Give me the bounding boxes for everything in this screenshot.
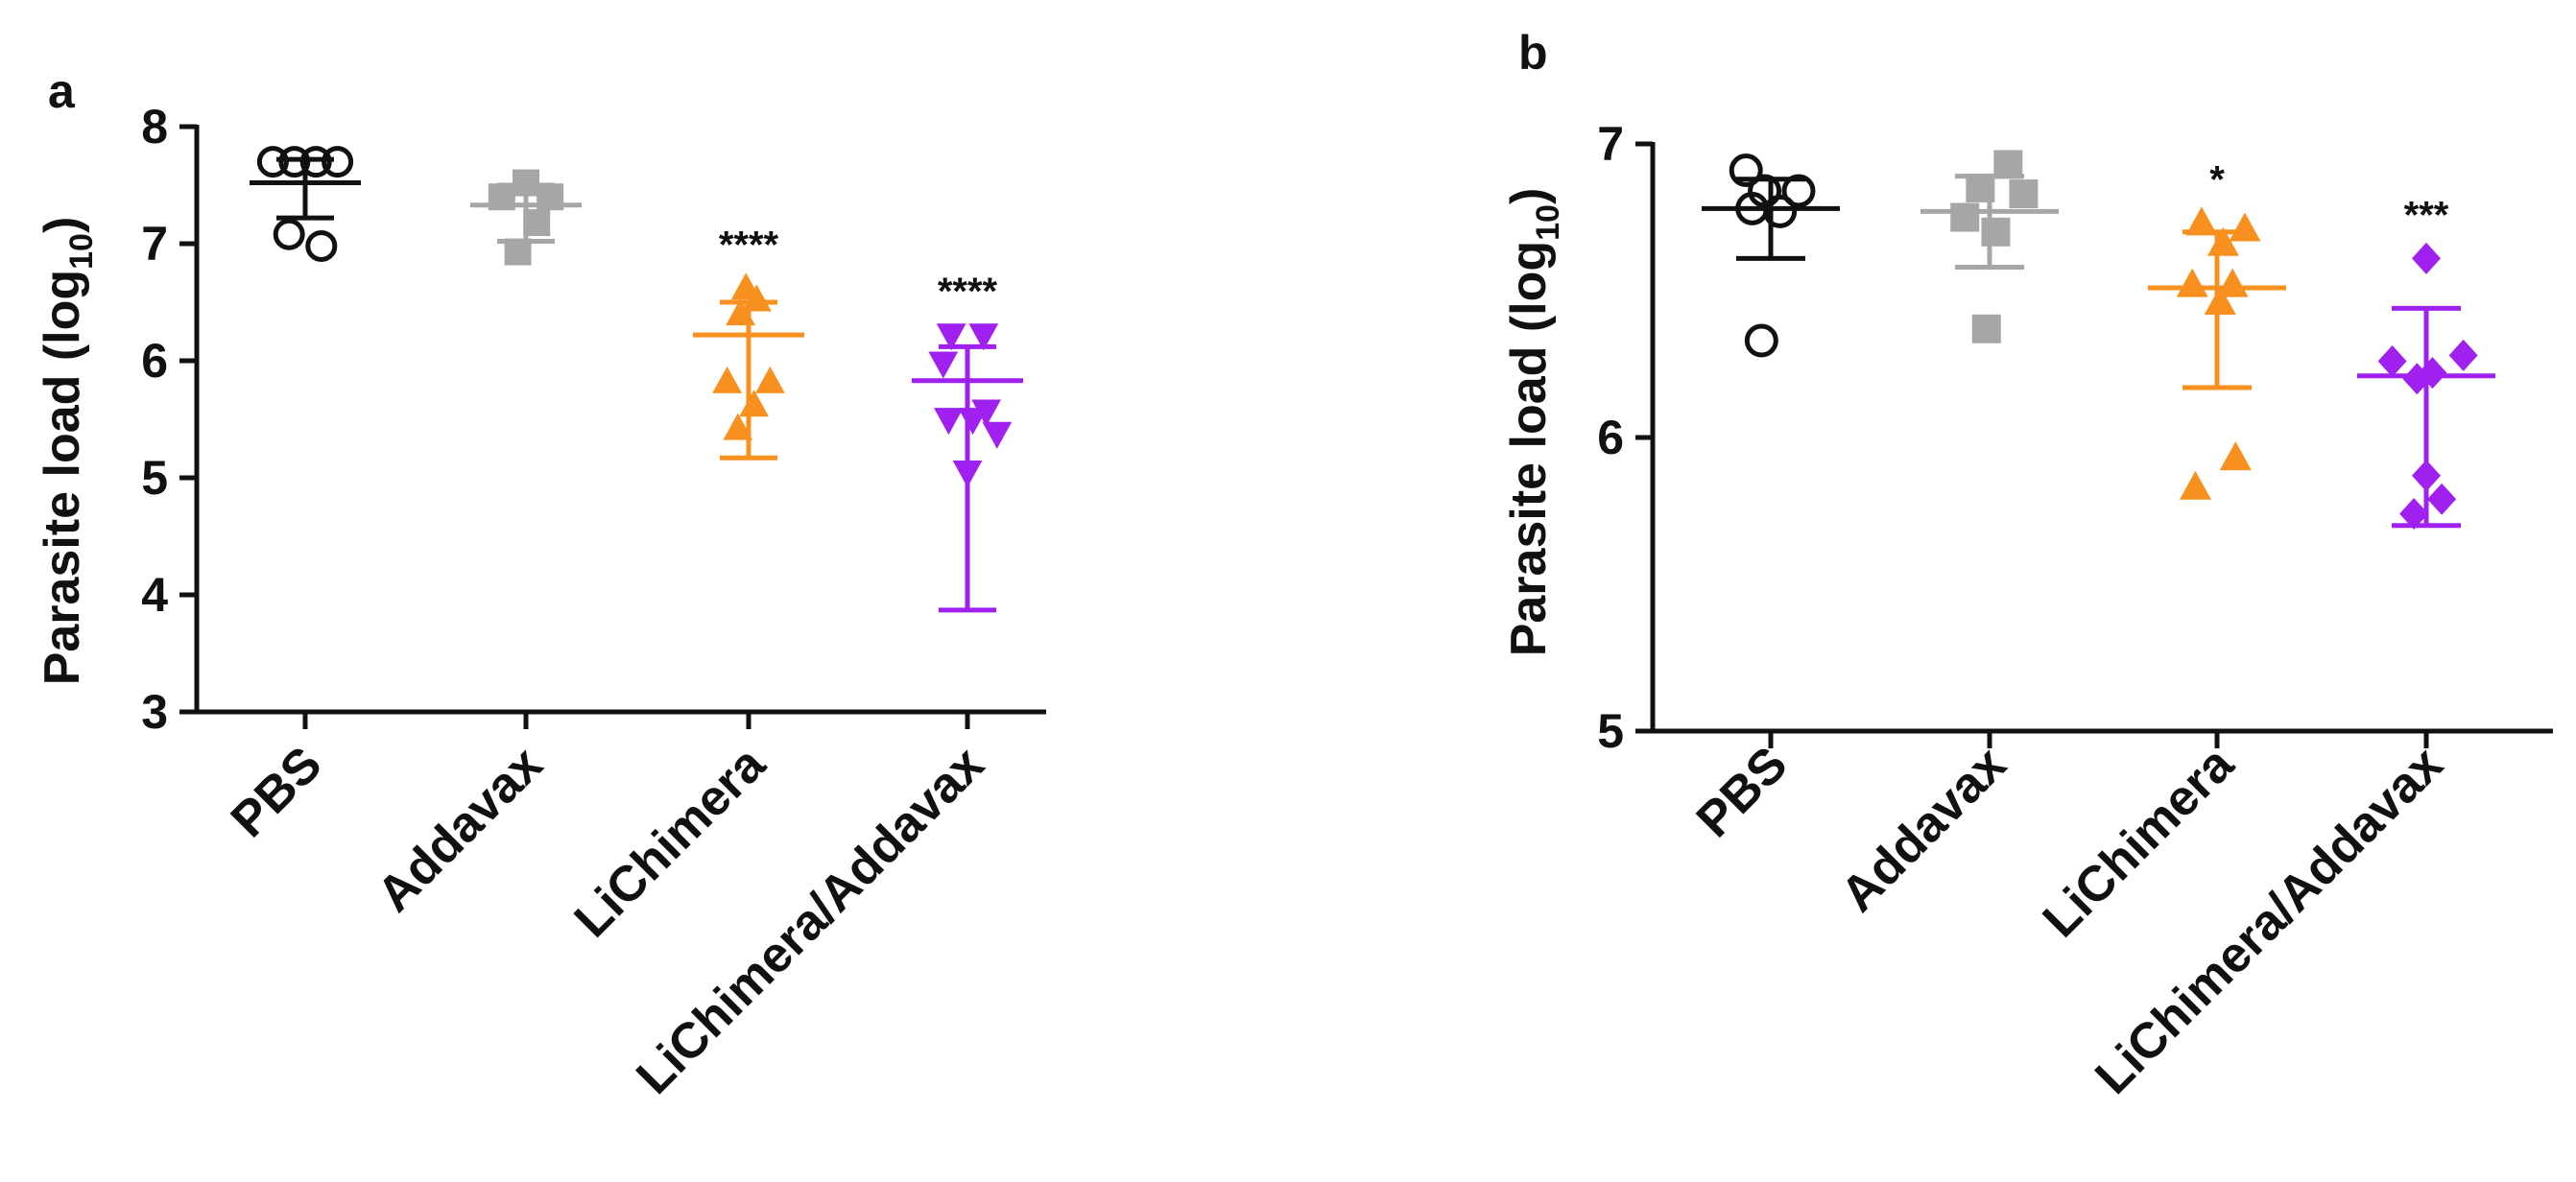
x-tick-label: PBS (221, 736, 333, 848)
data-point (755, 366, 785, 393)
significance-label: * (2209, 159, 2225, 201)
data-point (712, 366, 742, 393)
x-tick-label: Addavax (367, 736, 553, 922)
data-point (928, 351, 959, 379)
data-point (513, 169, 539, 197)
series-0 (1702, 154, 1840, 358)
data-point (1981, 217, 2011, 247)
data-point (936, 323, 966, 351)
panel-a-marks: **** **** (250, 146, 1023, 613)
panel-a: a Parasite load (log10) 3 4 5 6 7 8 PBS Addavax… (35, 64, 1046, 1105)
data-point (723, 413, 753, 440)
data-point (2377, 344, 2407, 377)
y-tick-label: 3 (141, 685, 168, 739)
data-point (2176, 268, 2208, 297)
data-point (1744, 323, 1778, 358)
series-2: * (2148, 159, 2286, 500)
series-1 (470, 169, 582, 266)
data-point (2402, 363, 2432, 395)
data-point (2204, 285, 2236, 315)
data-point (1781, 174, 1816, 208)
y-tick-label: 7 (1597, 117, 1624, 171)
data-point (2399, 498, 2429, 531)
data-point (2412, 242, 2441, 274)
data-point (2206, 226, 2239, 256)
x-tick-label: LiChimera (2033, 736, 2246, 949)
y-tick-label: 5 (141, 451, 168, 505)
panel-b-label: b (1518, 26, 1548, 80)
y-tick-label: 8 (141, 100, 168, 154)
data-point (1993, 150, 2023, 179)
data-point (982, 421, 1013, 449)
data-point (1971, 314, 2001, 343)
data-point (971, 399, 1001, 427)
series-3: *** (2357, 194, 2495, 531)
data-point (2179, 470, 2211, 500)
data-point (2448, 339, 2478, 371)
data-point (934, 408, 964, 436)
data-point (322, 146, 354, 178)
data-point (299, 146, 332, 178)
significance-label: *** (2404, 194, 2449, 236)
data-point (726, 298, 755, 326)
data-point (968, 323, 999, 351)
y-tick-label: 5 (1597, 704, 1624, 758)
series-0 (250, 146, 361, 262)
y-tick-label: 4 (141, 568, 168, 622)
data-point (305, 229, 338, 262)
significance-label: **** (938, 271, 998, 313)
data-point (2412, 460, 2441, 492)
y-tick-label: 7 (141, 217, 168, 271)
data-point (2009, 179, 2039, 209)
data-point (278, 146, 311, 178)
x-tick-label: PBS (1686, 736, 1799, 848)
data-point (273, 218, 305, 250)
data-point (2229, 212, 2261, 242)
significance-label: **** (719, 224, 779, 266)
data-point (1729, 154, 1763, 188)
data-point (958, 408, 988, 436)
data-point (1763, 194, 1798, 228)
x-tick-label: LiChimera (564, 736, 777, 949)
data-point (739, 390, 769, 417)
data-point (523, 209, 551, 237)
data-point (2427, 483, 2457, 515)
series-2: **** (693, 224, 804, 461)
panel-b-y-axis-label: Parasite load (log10) (1501, 188, 1566, 657)
data-point (504, 238, 532, 266)
x-tick-label: LiChimera/Addavax (2085, 736, 2453, 1104)
panel-a-y-axis-label: Parasite load (log10) (35, 217, 100, 686)
series-1 (1920, 150, 2059, 343)
y-tick-label: 6 (141, 334, 168, 388)
panel-b-marks: **** (1702, 150, 2495, 531)
series-3: **** (912, 271, 1023, 613)
data-point (1950, 202, 1980, 232)
data-point (742, 284, 772, 312)
data-point (256, 146, 289, 178)
data-point (952, 461, 983, 487)
data-point (1966, 173, 1995, 202)
data-point (2185, 206, 2218, 236)
x-tick-label: Addavax (1830, 736, 2016, 922)
data-point (2219, 441, 2252, 471)
panel-a-label: a (48, 64, 76, 118)
y-tick-label: 6 (1597, 411, 1624, 464)
